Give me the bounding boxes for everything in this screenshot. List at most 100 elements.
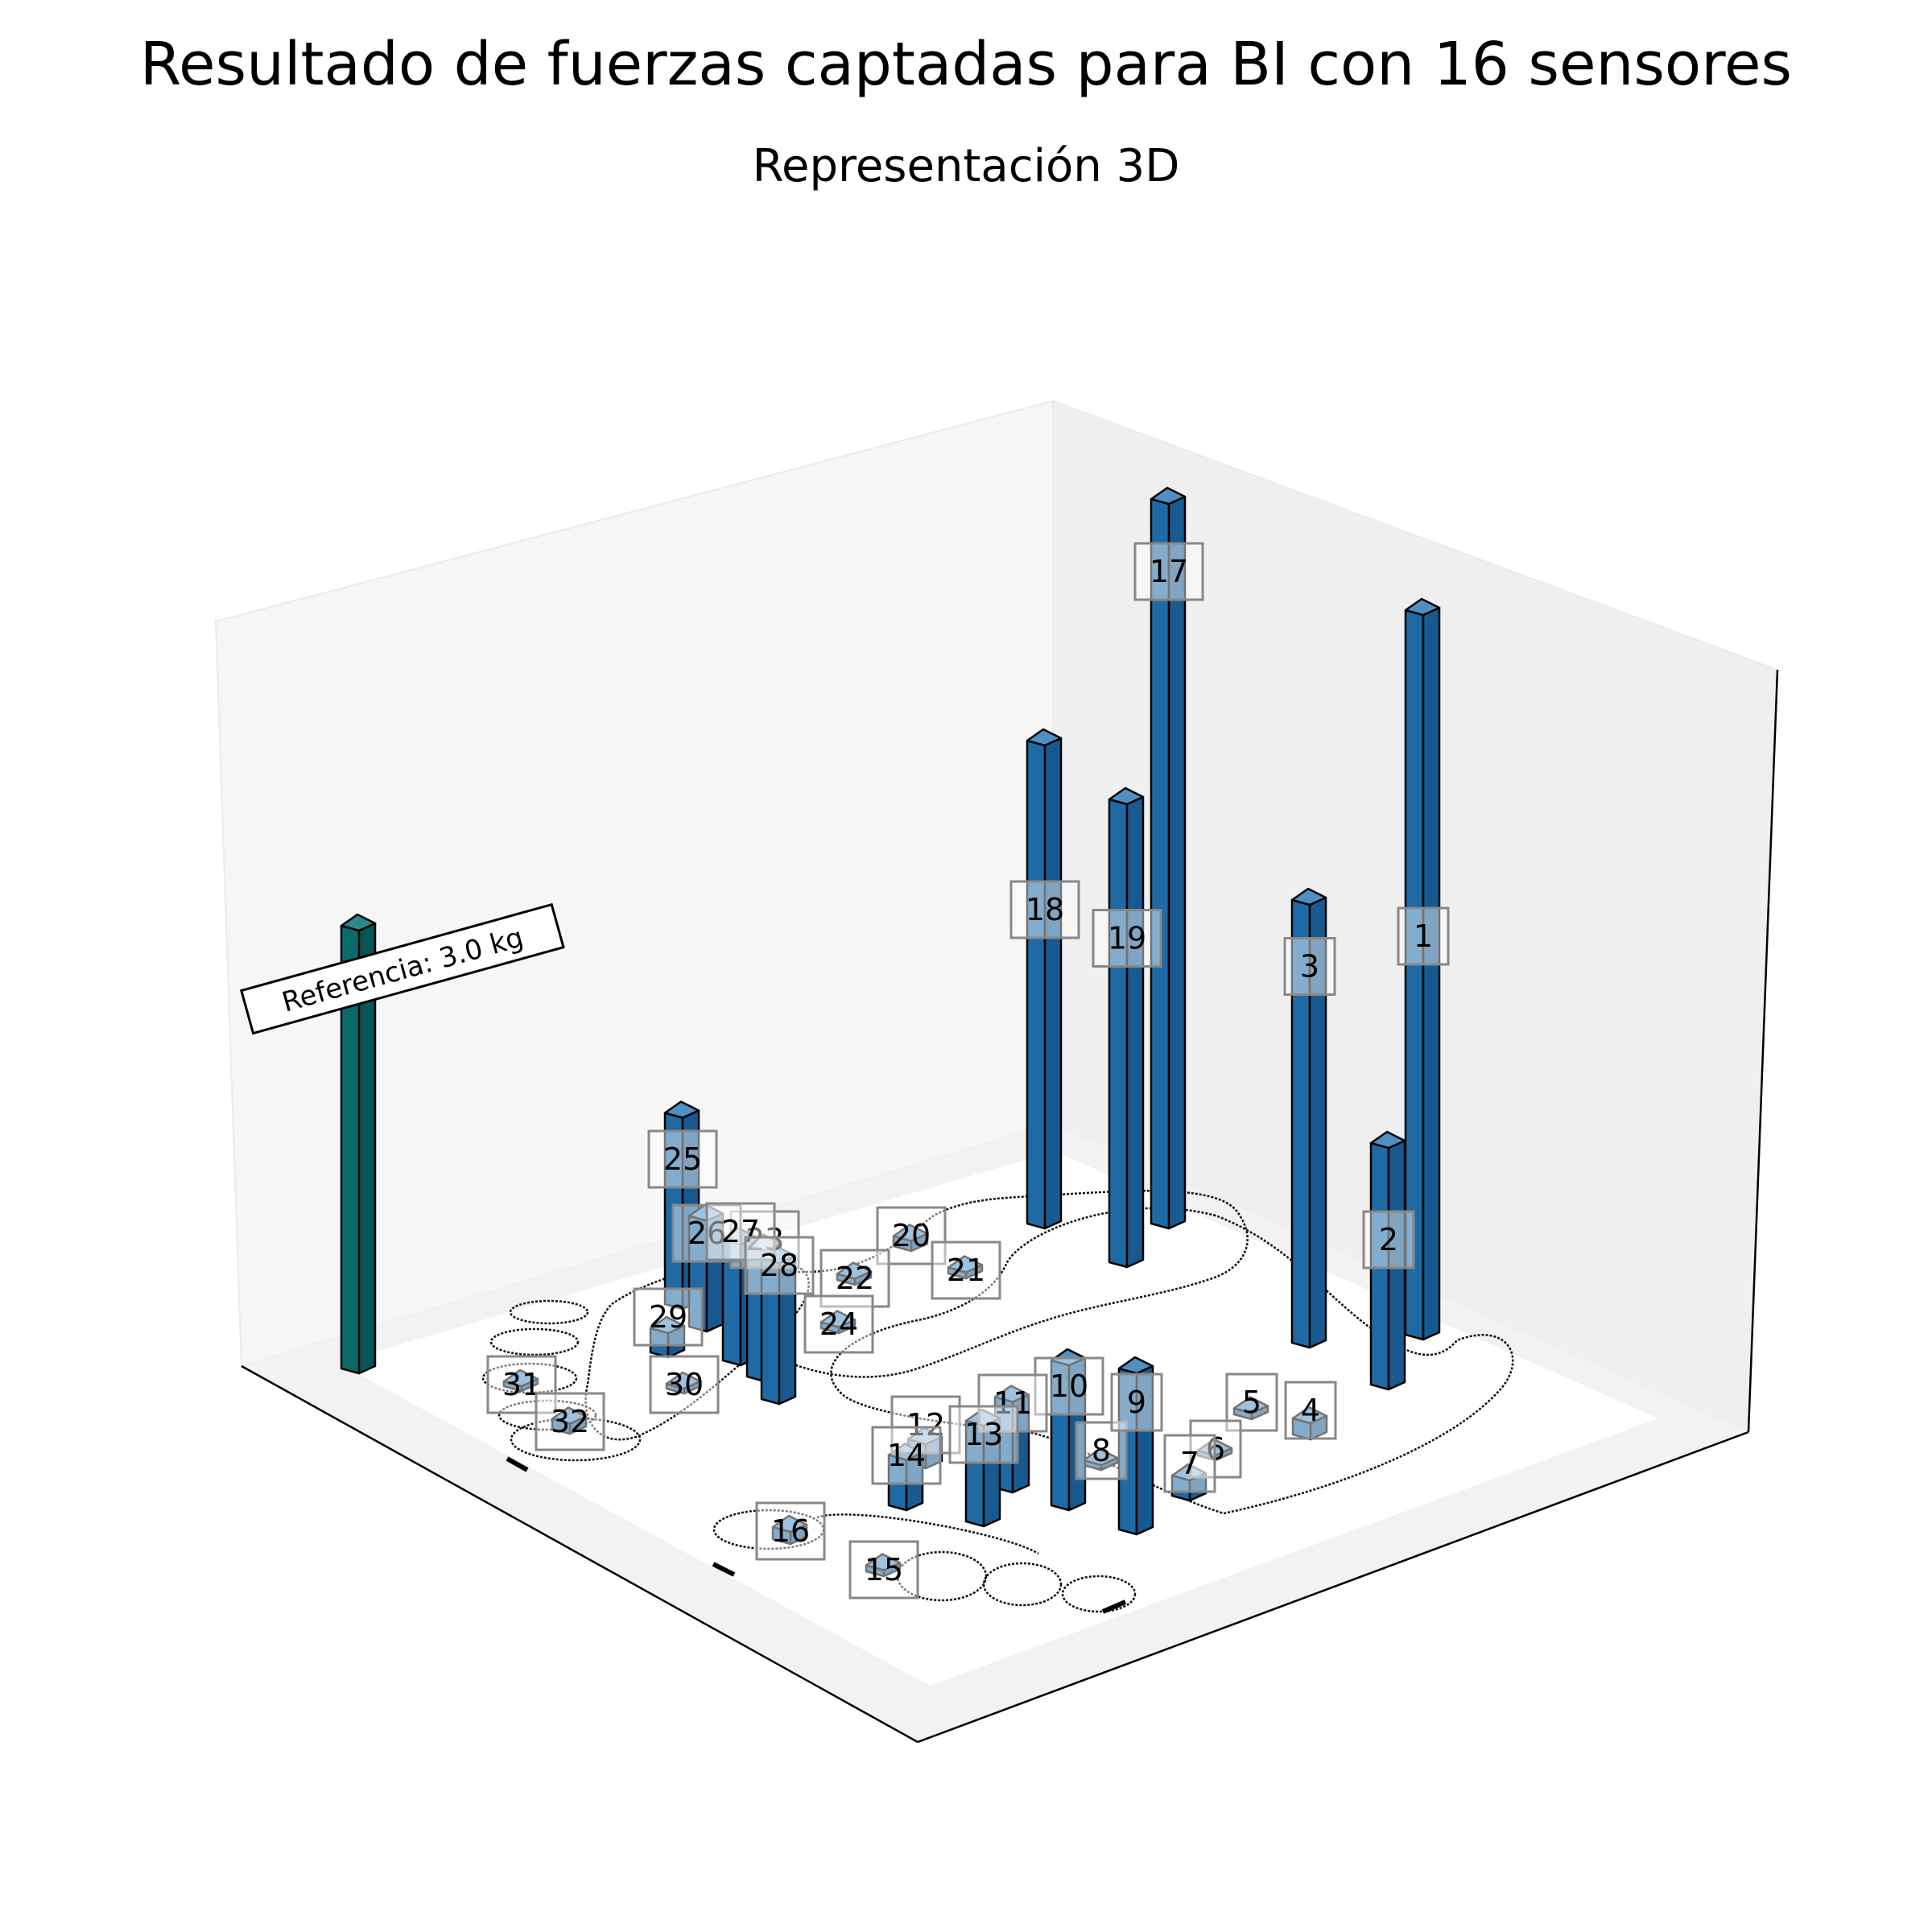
sensor-label-text-21: 21 xyxy=(947,1253,985,1288)
sensor-bar-4-top-face xyxy=(1291,1406,1328,1425)
chart-title: Resultado de fuerzas captadas para BI co… xyxy=(140,30,1792,99)
sensor-bar-5-top-face xyxy=(1232,1396,1269,1414)
sensor-label-12: 12 xyxy=(890,1395,961,1455)
sensor-bar-21-top-face xyxy=(947,1255,984,1274)
sensor-label-text-7: 7 xyxy=(1180,1446,1199,1481)
right-foot-outline xyxy=(723,1190,1249,1378)
sensor-label-box-27 xyxy=(705,1202,776,1261)
sensor-label-15: 15 xyxy=(848,1540,919,1600)
sensor-label-text-24: 24 xyxy=(819,1307,858,1342)
sensor-label-box-3 xyxy=(1283,937,1336,996)
sensor-label-9: 9 xyxy=(1110,1373,1163,1432)
sensor-label-text-28: 28 xyxy=(760,1248,799,1283)
reference-label-frame xyxy=(239,902,565,1035)
sensor-label-17: 17 xyxy=(1133,542,1204,601)
sensor-label-30: 30 xyxy=(649,1355,720,1414)
sensor-bar-8-top-face xyxy=(1082,1447,1119,1467)
sensor-label-text-23: 23 xyxy=(745,1222,784,1257)
sensor-label-box-16 xyxy=(755,1501,826,1561)
sensor-label-box-30 xyxy=(649,1355,720,1414)
sensor-label-box-25 xyxy=(647,1129,718,1189)
sensor-label-8: 8 xyxy=(1075,1421,1128,1480)
sensor-bar-30-top-face xyxy=(665,1371,702,1390)
sensor-bar-15-top-face xyxy=(865,1553,902,1571)
sensor-bar-19-side-face xyxy=(1125,795,1145,1269)
sensor-label-text-9: 9 xyxy=(1127,1385,1146,1420)
sensor-bar-17-top-face xyxy=(1150,486,1187,506)
sensor-label-text-4: 4 xyxy=(1301,1393,1320,1428)
sensor-label-box-32 xyxy=(535,1392,605,1451)
sensor-label-text-14: 14 xyxy=(887,1438,926,1473)
sensor-label-text-22: 22 xyxy=(836,1261,874,1296)
sensor-label-text-29: 29 xyxy=(649,1299,687,1335)
sensor-bar-13 xyxy=(964,1408,1001,1528)
sensor-label-13: 13 xyxy=(948,1405,1019,1464)
sensor-bar-15 xyxy=(865,1553,902,1578)
sensor-label-box-21 xyxy=(931,1241,1001,1300)
sensor-label-text-25: 25 xyxy=(663,1141,702,1177)
sensor-label-text-1: 1 xyxy=(1414,919,1433,954)
sensor-label-3: 3 xyxy=(1283,937,1336,996)
sensor-label-box-9 xyxy=(1110,1373,1163,1432)
sensor-bar-4 xyxy=(1291,1406,1328,1441)
sensor-label-24: 24 xyxy=(803,1294,874,1354)
sensor-label-box-31 xyxy=(486,1355,557,1414)
sensor-bar-17 xyxy=(1150,486,1187,1230)
sensor-bar-20-top-face xyxy=(892,1224,929,1242)
sensor-label-text-30: 30 xyxy=(665,1367,704,1402)
sensor-label-box-17 xyxy=(1133,542,1204,601)
sensor-label-text-16: 16 xyxy=(771,1513,810,1549)
sensor-label-text-18: 18 xyxy=(1026,892,1064,927)
sensor-bar-17-front-face xyxy=(1150,497,1170,1230)
sensor-bar-22 xyxy=(836,1261,873,1286)
left-foot-outline xyxy=(830,1207,1514,1515)
sensor-label-box-28 xyxy=(744,1236,815,1295)
sensor-label-text-10: 10 xyxy=(1050,1368,1088,1404)
sensor-bar-16-top-face xyxy=(771,1514,808,1534)
sensor-label-box-1 xyxy=(1397,906,1450,966)
sensor-label-text-27: 27 xyxy=(721,1214,760,1249)
floor-axis-lines xyxy=(241,669,1779,1744)
sensor-bar-24-top-face xyxy=(819,1310,857,1328)
sensor-label-7: 7 xyxy=(1163,1434,1216,1493)
sensor-label-box-24 xyxy=(803,1294,874,1354)
sensor-label-box-4 xyxy=(1284,1381,1337,1440)
sensor-bar-19-front-face xyxy=(1108,798,1129,1269)
sensor-bar-18-front-face xyxy=(1026,739,1046,1230)
sensor-bar-3-top-face xyxy=(1290,887,1327,906)
sensor-bar-11-top-face xyxy=(993,1385,1030,1403)
sensor-bar-21 xyxy=(947,1255,984,1280)
sensor-bar-24 xyxy=(819,1310,857,1335)
sensor-bar-18 xyxy=(1026,728,1063,1230)
sensor-label-box-12 xyxy=(890,1395,961,1455)
sensor-label-text-32: 32 xyxy=(551,1404,589,1439)
sensor-label-box-8 xyxy=(1075,1421,1128,1480)
sensor-label-text-13: 13 xyxy=(964,1417,1003,1452)
sensor-label-32: 32 xyxy=(535,1392,605,1451)
sensor-label-16: 16 xyxy=(755,1501,826,1561)
sensor-bar-19 xyxy=(1108,786,1145,1269)
sensor-bar-12-top-face xyxy=(906,1426,943,1446)
sensor-bar-32-top-face xyxy=(551,1406,588,1425)
sensor-bar-3 xyxy=(1290,887,1327,1349)
sensor-label-text-8: 8 xyxy=(1092,1433,1111,1468)
sensor-bar-18-top-face xyxy=(1026,728,1063,747)
sensor-label-box-29 xyxy=(633,1287,704,1347)
sensor-label-box-2 xyxy=(1362,1210,1415,1269)
sensor-bar-31-top-face xyxy=(502,1368,539,1388)
sensor-bar-5 xyxy=(1232,1396,1269,1421)
sensor-label-4: 4 xyxy=(1284,1381,1337,1440)
sensor-label-text-11: 11 xyxy=(993,1385,1032,1421)
sensor-bar-1 xyxy=(1404,597,1441,1341)
sensor-bar-9-top-face xyxy=(1117,1356,1154,1375)
sensor-bar-31 xyxy=(502,1368,539,1393)
sensor-label-11: 11 xyxy=(977,1373,1048,1433)
sensor-label-27: 27 xyxy=(705,1202,776,1261)
sensor-bar-19-top-face xyxy=(1108,786,1145,806)
sensor-label-19: 19 xyxy=(1092,909,1162,968)
sensor-label-box-23 xyxy=(729,1210,800,1269)
sensor-label-28: 28 xyxy=(744,1236,815,1295)
sensor-label-box-19 xyxy=(1092,909,1162,968)
sensor-label-text-5: 5 xyxy=(1242,1385,1261,1420)
